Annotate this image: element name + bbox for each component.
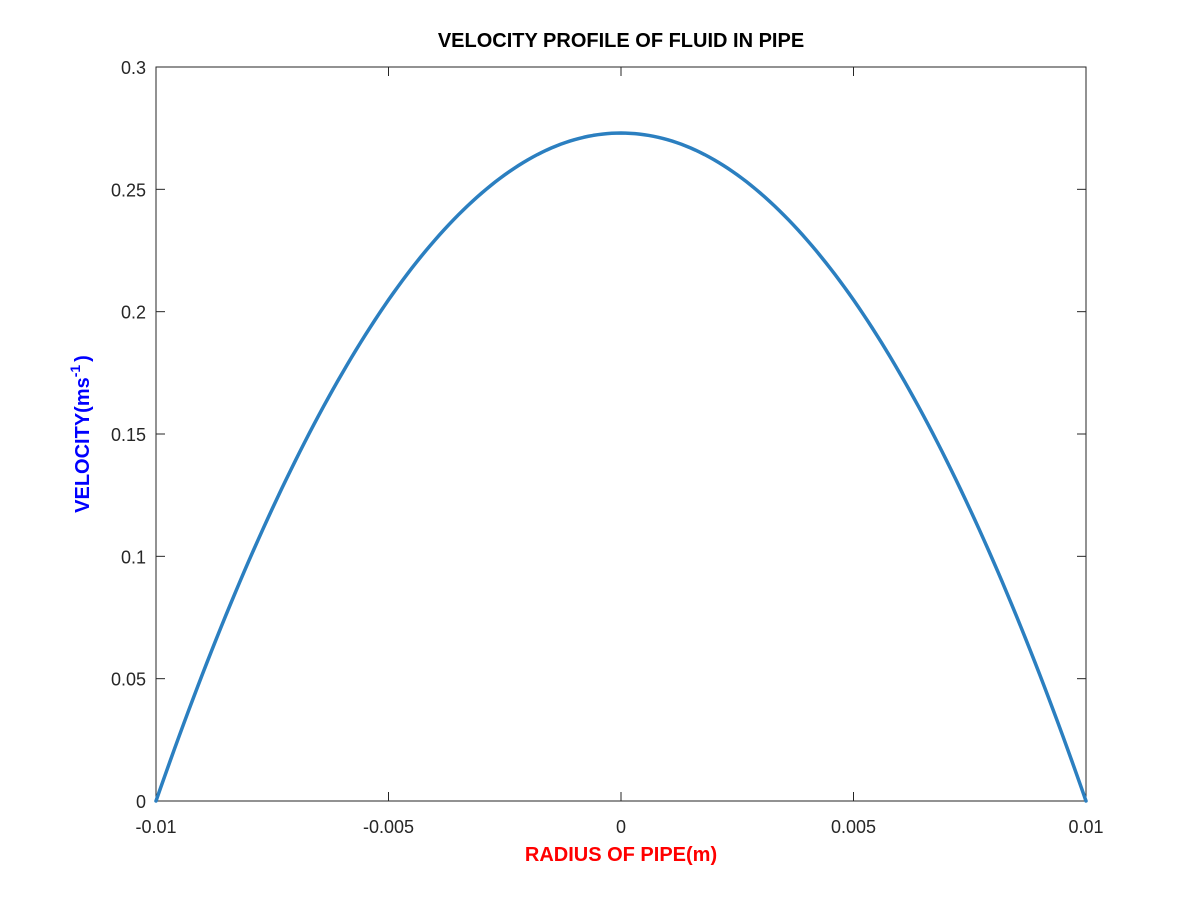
y-tick-label: 0.2	[121, 303, 146, 323]
y-tick-label: 0	[136, 792, 146, 812]
x-tick-label: 0.01	[1068, 817, 1103, 837]
chart-title: VELOCITY PROFILE OF FLUID IN PIPE	[438, 30, 804, 52]
x-axis-label: RADIUS OF PIPE(m)	[525, 844, 717, 866]
y-axis: 0 0.05 0.1 0.15 0.2 0.25 0.3	[111, 58, 1086, 812]
series-layer	[154, 131, 1088, 803]
x-tick-label: 0.005	[831, 817, 876, 837]
y-tick-label: 0.25	[111, 180, 146, 200]
y-tick-label: 0.15	[111, 425, 146, 445]
x-tick-label: -0.01	[135, 817, 176, 837]
y-tick-label: 0.1	[121, 547, 146, 567]
y-axis-label-close: )	[72, 355, 94, 362]
x-tick-label: 0	[616, 817, 626, 837]
x-axis: -0.01 -0.005 0 0.005 0.01	[135, 67, 1104, 837]
series-line	[154, 131, 1088, 803]
y-tick-label: 0.3	[121, 58, 146, 78]
y-axis-label: VELOCITY(ms-1)	[67, 355, 94, 513]
y-tick-label: 0.05	[111, 670, 146, 690]
x-tick-label: -0.005	[363, 817, 414, 837]
y-axis-label-superscript: -1	[67, 365, 83, 378]
y-axis-label-main: VELOCITY(ms	[72, 377, 94, 513]
